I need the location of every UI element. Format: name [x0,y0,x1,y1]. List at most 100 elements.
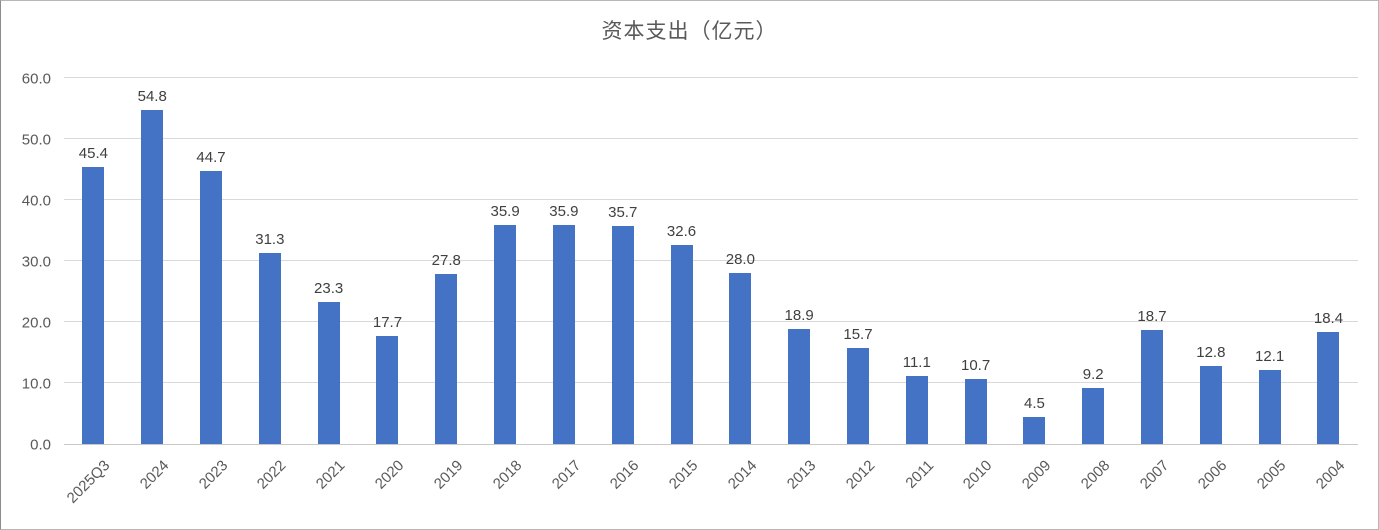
category-cell: 17.7 2020 [358,79,417,493]
category-cell: 15.7 2012 [829,79,888,492]
x-axis-label: 2015 [665,457,702,493]
bar [82,167,105,444]
category-cell: 23.3 2021 [299,79,358,493]
bar-value-label: 44.7 [196,149,226,167]
bar [1141,329,1164,444]
category-cell: 12.8 2006 [1181,79,1240,493]
bar [435,274,458,444]
gridline [64,77,1358,78]
category-cell: 28.0 2014 [711,79,770,492]
category-cell: 45.4 2025Q3 [64,79,123,507]
bar-value-label: 35.7 [608,204,638,222]
category-cell: 9.2 2008 [1064,79,1123,493]
bar-value-label: 32.6 [666,223,697,241]
x-axis-label: 2007 [1136,457,1173,493]
y-axis-label: 20.0 [21,314,51,332]
x-axis-label: 2011 [901,457,937,492]
y-axis-label: 10.0 [21,375,51,393]
category-cell: 4.5 2009 [1005,79,1064,493]
bar [552,225,575,444]
x-axis-label: 2025Q3 [63,457,114,507]
bar [788,328,811,444]
category-cell: 11.1 2011 [887,79,946,492]
category-cell: 44.7 2023 [182,79,241,492]
x-axis-label: 2024 [136,457,173,493]
bar-value-label: 11.1 [902,354,931,372]
y-axis-label: 40.0 [21,192,51,210]
x-axis-label: 2010 [959,457,996,493]
x-axis-label: 2006 [1195,457,1231,493]
category-cell: 31.3 2022 [240,79,299,493]
bar-value-label: 18.7 [1137,307,1167,325]
bar-value-label: 10.7 [960,356,991,374]
category-cell: 12.1 2005 [1240,79,1299,492]
gridline [64,382,1358,383]
categories-row: 45.4 2025Q3 54.8 2024 44.7 2023 31.3 2022 23.3 20… [64,79,1358,507]
x-axis-label: 2014 [724,457,761,493]
bar [611,226,634,444]
category-cell: 18.7 2007 [1123,79,1182,493]
bar-value-label: 4.5 [1023,394,1045,412]
x-axis-label: 2012 [842,457,878,493]
bar-value-label: 18.9 [784,306,814,324]
x-axis-label: 2022 [254,457,290,493]
gridline [64,321,1358,322]
category-cell: 27.8 2019 [417,79,476,492]
gridline [64,199,1358,200]
bar [141,109,164,444]
x-axis-label: 2023 [195,457,232,493]
category-cell: 10.7 2010 [946,79,1005,493]
bar [905,376,928,444]
category-cell: 35.9 2017 [535,79,594,493]
x-axis-label: 2016 [607,457,643,493]
bar [846,348,869,444]
category-cell: 18.4 2004 [1299,79,1358,493]
gridline [64,260,1358,261]
y-axis-label: 0.0 [30,436,51,454]
bar [376,336,399,444]
x-axis-label: 2004 [1312,457,1349,493]
category-cell: 54.8 2024 [123,79,182,493]
chart-title: 资本支出（亿元） [601,20,778,43]
bar-value-label: 45.4 [78,145,109,163]
bar-value-label: 28.0 [725,251,755,269]
y-axis: 0.0 10.0 20.0 30.0 40.0 50.0 60.0 [1,71,51,454]
bar-value-label: 9.2 [1082,365,1104,383]
bar-value-label: 12.1 [1255,348,1285,366]
plot-area: 45.4 2025Q3 54.8 2024 44.7 2023 31.3 2022 23.3 20… [64,77,1358,507]
gridline [64,138,1358,139]
bar [1023,416,1046,444]
category-cell: 35.7 2016 [593,79,652,492]
bar [317,301,340,444]
y-axis-label: 30.0 [21,253,51,271]
bar-value-label: 31.3 [255,231,285,249]
category-cell: 35.9 2018 [476,79,535,493]
bar [1258,370,1281,444]
bar [1199,365,1222,444]
bar-value-label: 15.7 [843,326,873,344]
x-axis-label: 2009 [1018,457,1055,493]
bar-value-label: 54.8 [137,87,167,105]
x-axis-label: 2021 [313,457,349,493]
x-axis-label: 2019 [430,457,467,493]
x-axis-label: 2017 [548,457,584,493]
y-axis-label: 60.0 [21,70,51,88]
x-axis-label: 2020 [371,457,408,493]
bar-value-label: 23.3 [314,279,344,297]
bar [494,225,517,444]
x-axis-label: 2013 [783,457,820,493]
bar [200,171,223,444]
bar-value-label: 35.9 [490,203,520,221]
bar [258,253,281,444]
bar-value-label: 17.7 [372,314,403,332]
bar-value-label: 12.8 [1196,343,1226,361]
bar [1317,331,1340,444]
y-axis-label: 50.0 [21,131,51,149]
x-axis-label: 2005 [1254,457,1290,493]
category-cell: 18.9 2013 [770,79,829,493]
x-axis-label: 2018 [489,457,526,493]
category-cell: 32.6 2015 [652,79,711,492]
bar-value-label: 27.8 [431,252,461,270]
bar [729,273,752,444]
